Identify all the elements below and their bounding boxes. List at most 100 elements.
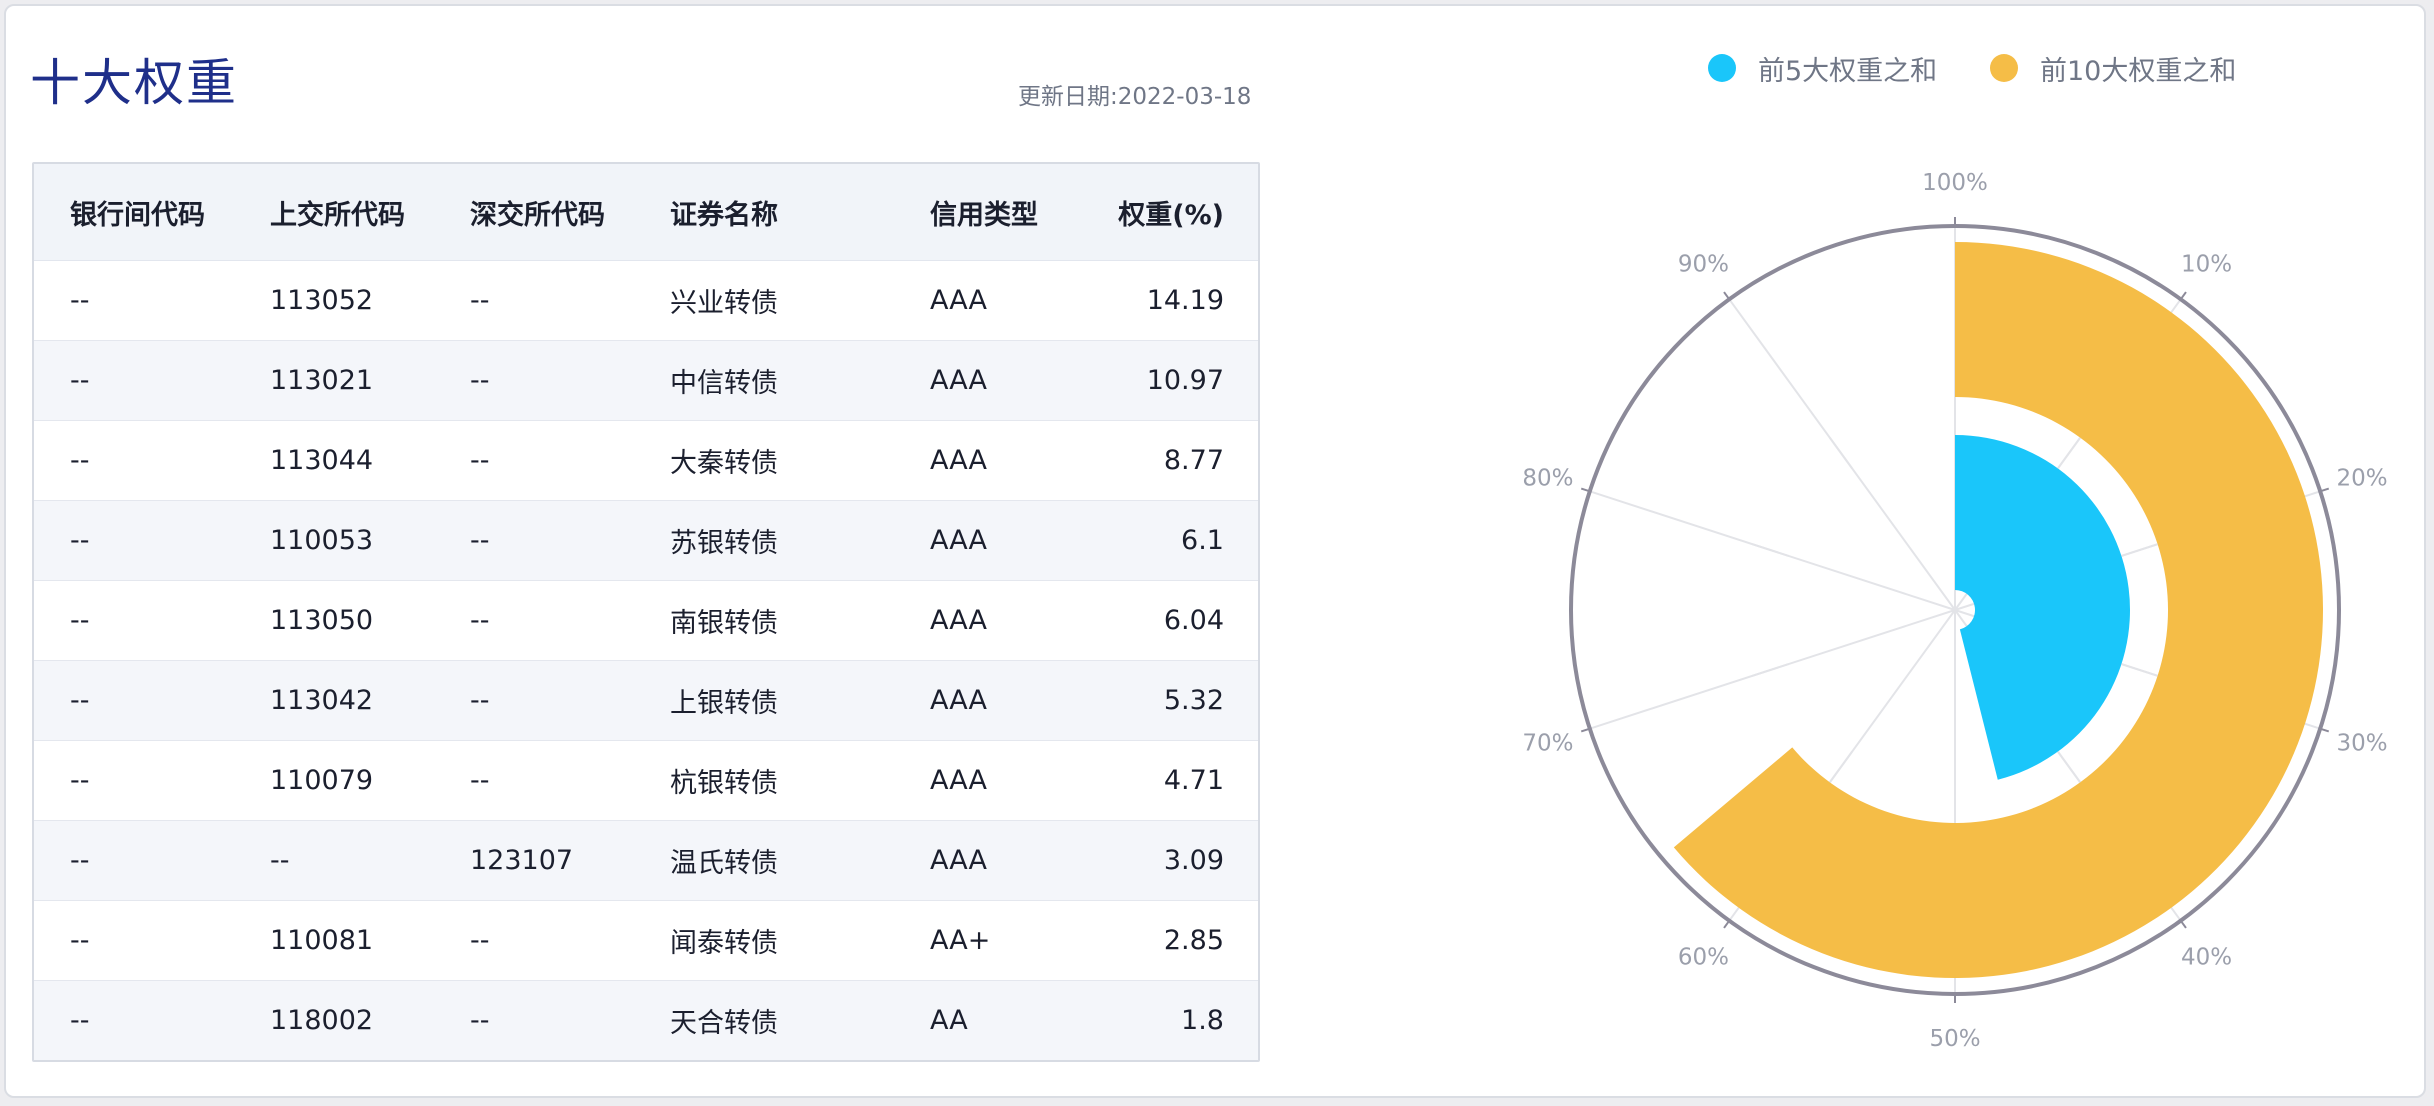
cell-credit-type: AAA	[894, 260, 1064, 341]
legend-label-top10: 前10大权重之和	[2040, 55, 2237, 87]
cell-weight: 6.1	[1064, 500, 1258, 581]
cell-weight: 14.19	[1064, 260, 1258, 341]
cell-credit-type: AAA	[894, 340, 1064, 421]
update-date-value: 2022-03-18	[1117, 84, 1252, 110]
cell-szse-code: 123107	[434, 820, 634, 901]
cell-szse-code: --	[434, 740, 634, 821]
table-row: -- 113044 -- 大秦转债 AAA 8.77	[34, 420, 1258, 501]
table-row: -- -- 123107 温氏转债 AAA 3.09	[34, 820, 1258, 901]
cell-sse-code: 113052	[234, 260, 434, 341]
table-row: -- 113021 -- 中信转债 AAA 10.97	[34, 340, 1258, 421]
table-header-row: 银行间代码 上交所代码 深交所代码 证券名称 信用类型 权重(%)	[34, 164, 1258, 261]
col-header-sse-code: 上交所代码	[234, 164, 434, 261]
cell-interbank-code: --	[34, 900, 234, 981]
angle-tick-label: 60%	[1678, 944, 1729, 970]
angle-tick-label: 80%	[1522, 466, 1573, 492]
cell-sse-code: 110079	[234, 740, 434, 821]
cell-weight: 10.97	[1064, 340, 1258, 421]
page-title: 十大权重	[30, 54, 238, 112]
table-row: -- 110081 -- 闻泰转债 AA+ 2.85	[34, 900, 1258, 981]
cell-szse-code: --	[434, 500, 634, 581]
cell-weight: 6.04	[1064, 580, 1258, 661]
axis-tick	[1580, 487, 1591, 493]
cell-credit-type: AAA	[894, 580, 1064, 661]
angle-tick-label: 20%	[2336, 466, 2387, 492]
cell-sse-code: 113044	[234, 420, 434, 501]
cell-sse-code: 113021	[234, 340, 434, 421]
legend-swatch-top5	[1708, 54, 1736, 82]
legend-item-top5[interactable]: 前5大权重之和	[1708, 48, 1937, 88]
grid-spoke-inner	[1752, 663, 1789, 677]
cell-szse-code: --	[434, 980, 634, 1060]
cell-szse-code: --	[434, 900, 634, 981]
axis-tick	[2179, 920, 2187, 929]
grid-spoke-inner	[1752, 543, 1789, 557]
grid-spoke-inner	[2121, 663, 2158, 677]
cell-sse-code: 113050	[234, 580, 434, 661]
angle-tick-label: 70%	[1522, 730, 1573, 756]
col-header-security-name: 证券名称	[634, 164, 894, 261]
cell-security-name: 南银转债	[634, 580, 894, 661]
cell-security-name: 大秦转债	[634, 420, 894, 501]
cell-weight: 2.85	[1064, 900, 1258, 981]
cell-security-name: 兴业转债	[634, 260, 894, 341]
angle-tick-label: 30%	[2336, 730, 2387, 756]
cell-security-name: 天合转债	[634, 980, 894, 1060]
cell-interbank-code: --	[34, 740, 234, 821]
table-row: -- 113052 -- 兴业转债 AAA 14.19	[34, 260, 1258, 341]
table-row: -- 110079 -- 杭银转债 AAA 4.71	[34, 740, 1258, 821]
cell-security-name: 闻泰转债	[634, 900, 894, 981]
cell-interbank-code: --	[34, 660, 234, 741]
cell-credit-type: AAA	[894, 820, 1064, 901]
cell-credit-type: AA	[894, 980, 1064, 1060]
cell-credit-type: AAA	[894, 740, 1064, 821]
cell-sse-code: 110053	[234, 500, 434, 581]
cell-sse-code: 118002	[234, 980, 434, 1060]
table-row: -- 113042 -- 上银转债 AAA 5.32	[34, 660, 1258, 741]
axis-tick	[2319, 727, 2330, 733]
cell-credit-type: AA+	[894, 900, 1064, 981]
col-header-interbank-code: 银行间代码	[34, 164, 234, 261]
legend-swatch-top10	[1990, 54, 2018, 82]
cell-sse-code: 113042	[234, 660, 434, 741]
cell-weight: 5.32	[1064, 660, 1258, 741]
cell-security-name: 苏银转债	[634, 500, 894, 581]
cell-credit-type: AAA	[894, 660, 1064, 741]
cell-weight: 4.71	[1064, 740, 1258, 821]
cell-interbank-code: --	[34, 580, 234, 661]
grid-spoke-inner	[2121, 543, 2158, 557]
cell-weight: 1.8	[1064, 980, 1258, 1060]
cell-interbank-code: --	[34, 500, 234, 581]
cell-credit-type: AAA	[894, 420, 1064, 501]
table-row: -- 113050 -- 南银转债 AAA 6.04	[34, 580, 1258, 661]
legend-item-top10[interactable]: 前10大权重之和	[1990, 48, 2236, 88]
axis-tick	[2319, 487, 2330, 493]
update-date-label: 更新日期:	[1018, 84, 1118, 110]
chart-legend: 前5大权重之和 前10大权重之和	[0, 48, 2434, 88]
bar-top5	[1955, 435, 2130, 780]
table-row: -- 110053 -- 苏银转债 AAA 6.1	[34, 500, 1258, 581]
angle-tick-label: 40%	[2181, 944, 2232, 970]
cell-security-name: 温氏转债	[634, 820, 894, 901]
update-date: 更新日期:2022-03-18	[1018, 82, 1251, 112]
cell-szse-code: --	[434, 260, 634, 341]
grid-spoke-inner	[1828, 437, 1853, 470]
angle-tick-label: 90%	[1678, 252, 1729, 278]
col-header-weight: 权重(%)	[1064, 164, 1258, 261]
axis-tick	[1723, 291, 1731, 300]
col-header-credit-type: 信用类型	[894, 164, 1064, 261]
cell-weight: 8.77	[1064, 420, 1258, 501]
axis-tick	[1580, 727, 1591, 733]
axis-tick	[2179, 291, 2187, 300]
col-header-szse-code: 深交所代码	[434, 164, 634, 261]
grid-spoke-inner	[1828, 750, 1853, 783]
axis-tick	[1723, 920, 1731, 929]
cell-interbank-code: --	[34, 820, 234, 901]
angle-tick-label: 100%	[1922, 170, 1988, 196]
cell-interbank-code: --	[34, 420, 234, 501]
cell-weight: 3.09	[1064, 820, 1258, 901]
cell-szse-code: --	[434, 660, 634, 741]
grid-spoke-inner	[2057, 437, 2082, 470]
cell-interbank-code: --	[34, 260, 234, 341]
